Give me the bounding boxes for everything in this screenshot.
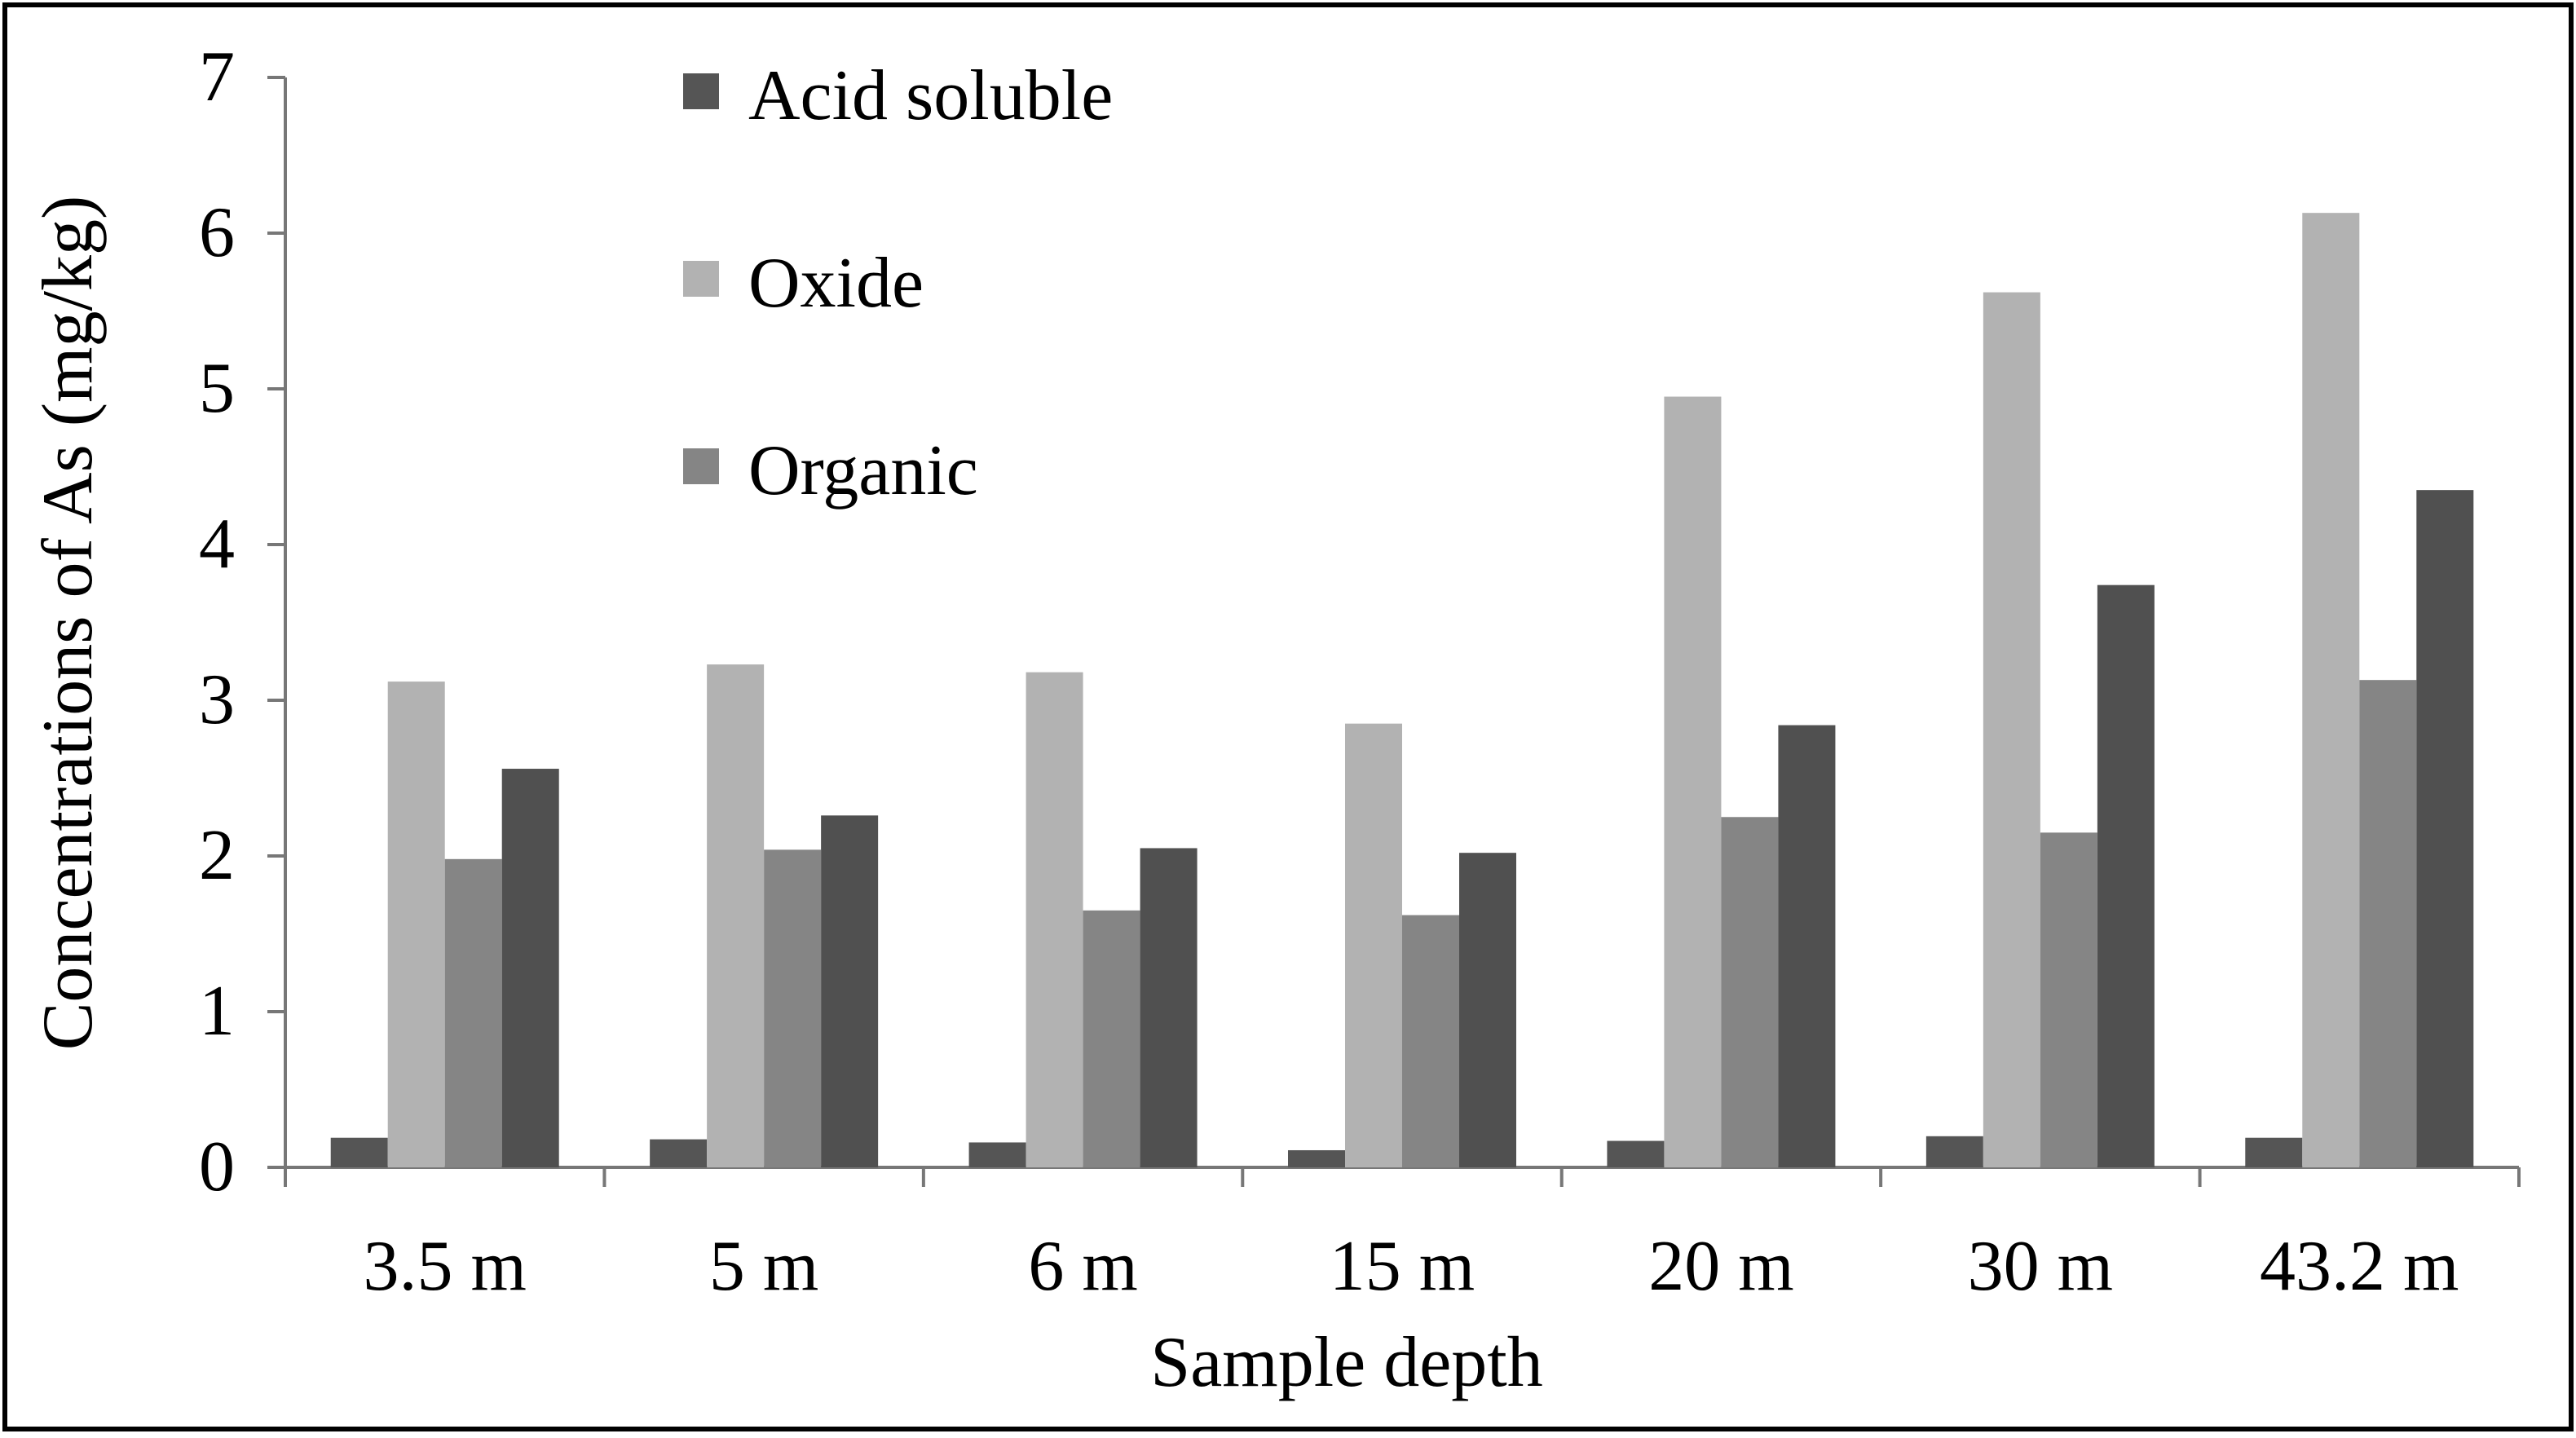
bar-series3-6-m bbox=[1140, 848, 1198, 1167]
y-tick-label: 6 bbox=[199, 193, 235, 272]
x-tick-label: 43.2 m bbox=[2260, 1227, 2459, 1306]
x-axis-label: Sample depth bbox=[1150, 1323, 1542, 1402]
bar-series0-5-m bbox=[650, 1139, 708, 1167]
bar-series0-43-2-m bbox=[2245, 1137, 2303, 1167]
legend-swatch bbox=[683, 73, 719, 109]
x-tick-label: 15 m bbox=[1330, 1227, 1475, 1306]
bar-series1-5-m bbox=[707, 664, 765, 1167]
legend-label: Organic bbox=[748, 431, 978, 510]
bar-series2-15-m bbox=[1402, 915, 1459, 1167]
bar-series2-30-m bbox=[2040, 832, 2097, 1167]
bar-series3-15-m bbox=[1459, 853, 1516, 1167]
bar-series3-20-m bbox=[1778, 725, 1836, 1167]
bar-series1-43-2-m bbox=[2302, 213, 2360, 1167]
x-tick-label: 6 m bbox=[1028, 1227, 1137, 1306]
y-tick-label: 7 bbox=[199, 37, 235, 117]
legend-label: Acid soluble bbox=[748, 56, 1113, 135]
bar-series2-20-m bbox=[1721, 817, 1779, 1167]
bar-series3-3-5-m bbox=[501, 769, 559, 1167]
legend-label: Oxide bbox=[748, 244, 924, 323]
legend-swatch bbox=[683, 261, 719, 297]
legend-swatch bbox=[683, 448, 719, 484]
legend: Acid soluble Oxide Organic bbox=[683, 56, 1113, 510]
bar-series0-6-m bbox=[968, 1142, 1026, 1167]
bar-series3-5-m bbox=[821, 815, 879, 1167]
bar-series1-30-m bbox=[1983, 292, 2040, 1168]
y-tick-label: 0 bbox=[199, 1127, 235, 1206]
y-tick-label: 1 bbox=[199, 972, 235, 1051]
x-tick-label: 30 m bbox=[1968, 1227, 2113, 1306]
bar-series2-6-m bbox=[1083, 910, 1140, 1167]
y-axis-label: Concentrations of As (mg/kg) bbox=[29, 196, 108, 1051]
bar-series0-3-5-m bbox=[330, 1137, 388, 1167]
bar-series1-15-m bbox=[1345, 723, 1402, 1167]
bar-series3-43-2-m bbox=[2416, 490, 2474, 1167]
bar-series3-30-m bbox=[2097, 584, 2155, 1167]
y-tick-label: 3 bbox=[199, 660, 235, 739]
y-axis-ticks: 0 1 2 3 4 5 6 7 bbox=[199, 37, 285, 1206]
x-tick-label: 20 m bbox=[1648, 1227, 1793, 1306]
bar-series1-3-5-m bbox=[387, 682, 445, 1167]
x-tick-label: 5 m bbox=[709, 1227, 818, 1306]
bar-series2-3-5-m bbox=[444, 858, 502, 1167]
bars-group bbox=[330, 213, 2474, 1168]
x-tick-label: 3.5 m bbox=[363, 1227, 526, 1306]
bar-series0-30-m bbox=[1925, 1136, 1983, 1167]
bar-series2-43-2-m bbox=[2359, 680, 2417, 1167]
bar-series1-20-m bbox=[1664, 396, 1722, 1167]
y-tick-label: 5 bbox=[199, 349, 235, 428]
y-tick-label: 2 bbox=[199, 816, 235, 895]
x-axis-ticks: 3.5 m 5 m 6 m 15 m 20 m 30 m 43.2 m bbox=[284, 1167, 2521, 1306]
bar-series0-15-m bbox=[1288, 1149, 1345, 1167]
bar-series2-5-m bbox=[764, 849, 822, 1167]
bar-series0-20-m bbox=[1607, 1140, 1665, 1167]
y-tick-label: 4 bbox=[199, 505, 235, 584]
bar-series1-6-m bbox=[1026, 672, 1083, 1167]
